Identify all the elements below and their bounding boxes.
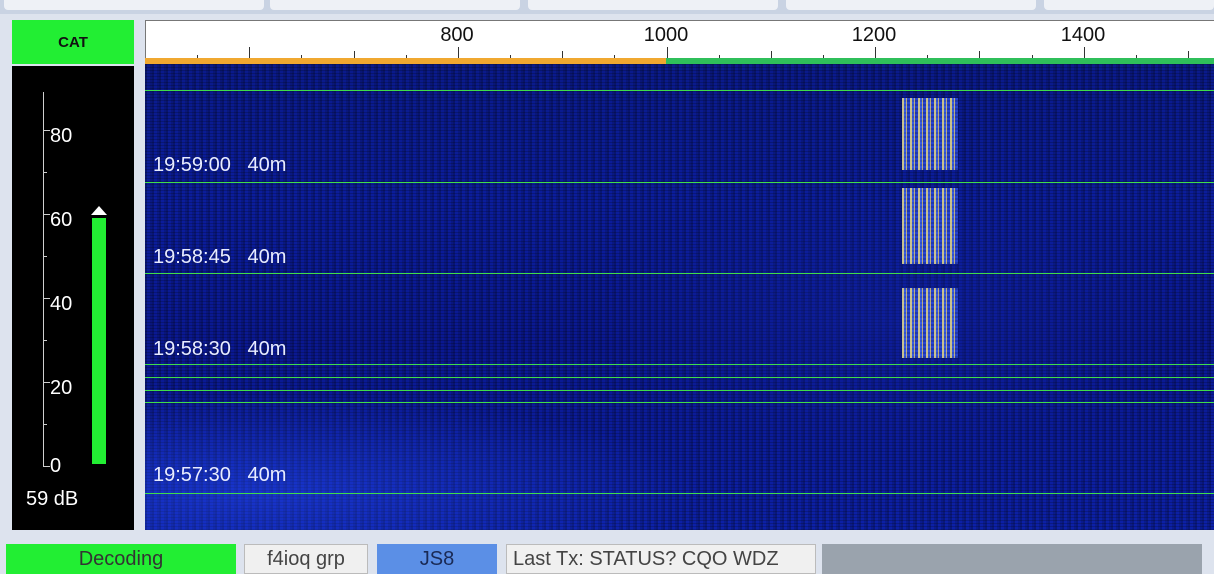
period-separator (145, 493, 1214, 494)
meter-tick (43, 130, 50, 131)
mode-indicator[interactable]: JS8 (377, 544, 497, 574)
top-strip (0, 0, 1214, 14)
meter-label-60: 60 (50, 209, 73, 231)
freq-tick (197, 55, 199, 59)
freq-tick (979, 51, 981, 59)
freq-tick (457, 47, 459, 59)
top-tab[interactable] (1044, 0, 1214, 10)
freq-tick (301, 55, 303, 59)
freq-tick (1031, 55, 1033, 59)
signal-trace[interactable] (902, 288, 958, 358)
freq-tick (353, 51, 355, 59)
callsign-group-field[interactable]: f4ioq grp (244, 544, 368, 574)
meter-tick (43, 466, 50, 467)
freq-label-800: 800 (440, 24, 474, 46)
top-tab[interactable] (786, 0, 1036, 10)
rx-passband-bar (666, 58, 1214, 64)
top-tab[interactable] (270, 0, 520, 10)
meter-label-0: 0 (50, 455, 62, 477)
period-timestamp: 19:57:30 40m (153, 464, 287, 486)
period-separator (145, 90, 1214, 91)
meter-label-80: 80 (50, 125, 73, 147)
peak-marker-icon (91, 205, 107, 215)
cat-button[interactable]: CAT (12, 20, 134, 64)
meter-tick (43, 340, 47, 341)
period-timestamp: 19:58:45 40m (153, 246, 287, 268)
period-separator (145, 364, 1214, 365)
freq-tick (510, 55, 512, 59)
freq-tick (927, 55, 929, 59)
meter-tick (43, 298, 50, 299)
period-separator (145, 377, 1214, 378)
freq-tick (1083, 47, 1085, 59)
period-timestamp: 19:58:30 40m (153, 338, 287, 360)
freq-tick (1135, 55, 1137, 59)
frequency-scale[interactable]: 800 1000 1200 1400 (145, 20, 1214, 59)
tx-progress-bar (822, 544, 1202, 574)
freq-label-1400: 1400 (1060, 24, 1106, 46)
meter-tick (43, 382, 50, 383)
freq-tick (562, 51, 564, 59)
period-separator (145, 182, 1214, 183)
last-tx-field: Last Tx: STATUS? CQO WDZ (506, 544, 816, 574)
period-separator (145, 390, 1214, 391)
meter-label-40: 40 (50, 293, 73, 315)
meter-label-20: 20 (50, 377, 73, 399)
freq-tick (875, 47, 877, 59)
meter-tick (43, 172, 47, 173)
tx-passband-bar (145, 58, 666, 64)
top-tab[interactable] (4, 0, 264, 10)
period-separator (145, 273, 1214, 274)
meter-db-readout: 59 dB (26, 488, 79, 510)
period-timestamp: 19:59:00 40m (153, 154, 287, 176)
decoding-indicator: Decoding (6, 544, 236, 574)
freq-tick (718, 55, 720, 59)
signal-trace[interactable] (902, 98, 958, 170)
freq-tick (249, 47, 251, 59)
meter-tick (43, 424, 47, 425)
freq-label-1200: 1200 (851, 24, 897, 46)
period-separator (145, 402, 1214, 403)
freq-tick (1188, 51, 1189, 59)
signal-meter: 80 60 40 20 0 59 dB (12, 66, 134, 530)
freq-tick (666, 47, 668, 59)
freq-label-1000: 1000 (643, 24, 689, 46)
meter-level-bar (92, 218, 106, 464)
meter-scale-line (43, 92, 44, 466)
meter-tick (43, 214, 50, 215)
freq-tick (822, 55, 824, 59)
signal-trace[interactable] (902, 188, 958, 264)
waterfall-display[interactable]: 19:59:00 40m 19:58:45 40m 19:58:30 40m 1… (145, 64, 1214, 530)
meter-tick (43, 256, 47, 257)
freq-tick (614, 55, 616, 59)
freq-tick (770, 51, 772, 59)
top-tab[interactable] (528, 0, 778, 10)
freq-tick (405, 55, 407, 59)
